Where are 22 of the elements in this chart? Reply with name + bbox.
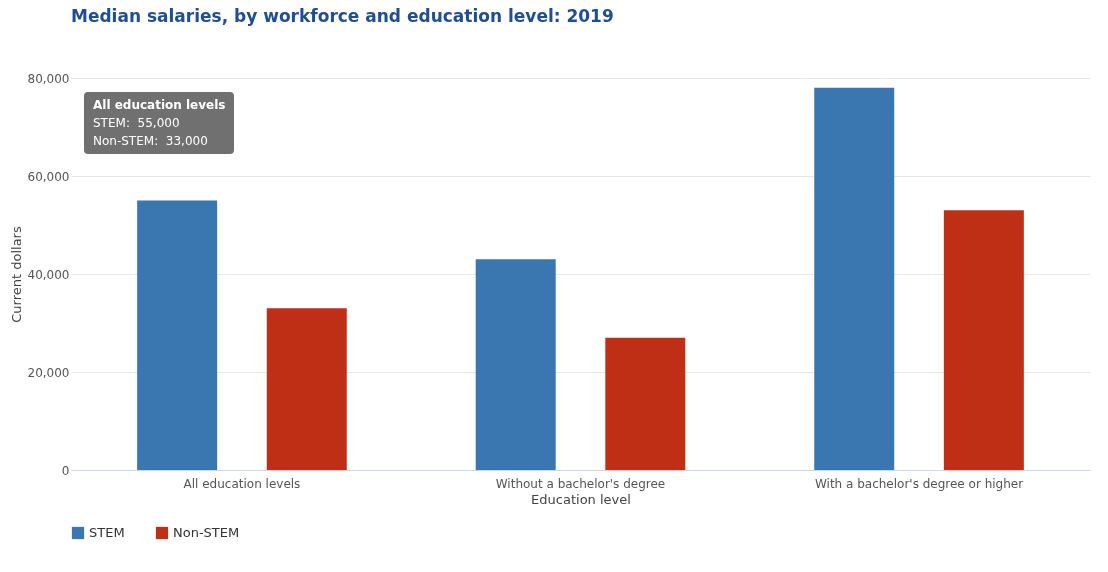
bar: [266, 308, 347, 470]
chart-title: Median salaries, by workforce and education level: 2019: [71, 6, 614, 26]
bar: [475, 259, 556, 470]
annotation: All education levels: [93, 97, 226, 114]
y-tick-label: 20,000: [27, 365, 70, 380]
legend-label: Non-STEM: [173, 525, 240, 540]
annotation: Non-STEM: 33,000: [93, 133, 209, 150]
bar: [137, 200, 218, 470]
bar: [943, 210, 1024, 470]
y-tick-label: 80,000: [27, 71, 70, 86]
bar: [605, 337, 686, 470]
x-axis-title: Education level: [531, 491, 631, 507]
legend-label: STEM: [89, 525, 125, 540]
y-tick-label: 40,000: [27, 267, 70, 282]
bar: [814, 87, 895, 470]
x-tick-label: With a bachelor's degree or higher: [814, 476, 1024, 491]
y-tick-label: 60,000: [27, 169, 70, 184]
annotation: STEM: 55,000: [93, 115, 181, 132]
x-tick-label: All education levels: [183, 476, 301, 491]
y-axis-title: Current dollars: [8, 226, 24, 323]
y-tick-label: 0: [61, 463, 70, 478]
x-tick-label: Without a bachelor's degree: [495, 476, 666, 491]
